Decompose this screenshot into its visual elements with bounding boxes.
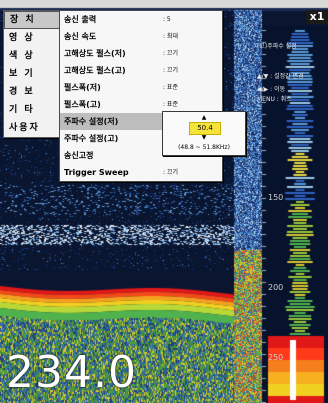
- submenu-value: : 최대: [163, 33, 178, 40]
- submenu-label: 펄스폭(저): [64, 83, 101, 92]
- submenu-value: : 끄기: [163, 169, 178, 176]
- range-multiplier-badge[interactable]: x1: [306, 10, 328, 24]
- submenu-row-pulse-width-low[interactable]: 펄스폭(저) : 표준: [60, 79, 222, 96]
- submenu-row-trigger-sweep[interactable]: Trigger Sweep : 끄기: [60, 164, 222, 181]
- menu-item-device[interactable]: 장 치: [4, 11, 60, 29]
- submenu-label: 송신 속도: [64, 32, 97, 41]
- submenu-row-tx-power[interactable]: 송신 출력 : 5: [60, 11, 222, 28]
- submenu-label: 주파수 설정(저): [64, 117, 119, 126]
- frequency-adjust-popup: ▲ 50.4 ▼ (48.8 ~ 51.8KHz): [162, 111, 246, 156]
- submenu-label: 송신 출력: [64, 15, 97, 24]
- submenu-row-hires-pulse-low[interactable]: 고해상도 펄스(저) : 끄기: [60, 45, 222, 62]
- submenu-row-hires-pulse-high[interactable]: 고해상도 펄스(고) : 끄기: [60, 62, 222, 79]
- submenu-label: 펄스폭(고): [64, 100, 101, 109]
- submenu-value: : 끄기: [163, 67, 178, 74]
- submenu-label: 주파수 설정(고): [64, 134, 119, 143]
- help-line-adjust: ▲/▼ : 설정값 변경: [257, 73, 304, 80]
- depth-readout: 234.0: [6, 347, 137, 398]
- main-menu: 장 치 영 상 색 상 보 기 경 보 기 타 사용자: [3, 10, 61, 138]
- frequency-value-field[interactable]: 50.4: [189, 122, 221, 135]
- submenu-value: : 끄기: [163, 50, 178, 57]
- frequency-range-hint: (48.8 ~ 51.8KHz): [178, 144, 230, 151]
- depth-tick-200: 200: [268, 283, 284, 292]
- submenu-label: 고해상도 펄스(고): [64, 66, 126, 75]
- menu-item-color[interactable]: 색 상: [9, 51, 35, 61]
- device-submenu: 송신 출력 : 5 송신 속도 : 최대 고해상도 펄스(저) : 끄기 고해상…: [59, 10, 223, 182]
- menu-item-image[interactable]: 영 상: [9, 33, 35, 43]
- depth-tick-150: 150: [268, 193, 284, 202]
- menu-item-other[interactable]: 기 타: [9, 105, 35, 115]
- submenu-row-freq-high[interactable]: 주파수 설정(고): [60, 130, 222, 147]
- menu-item-view[interactable]: 보 기: [9, 69, 35, 79]
- submenu-value: : 5: [163, 16, 171, 23]
- menu-item-user[interactable]: 사용자: [9, 123, 40, 133]
- submenu-row-tx-hold[interactable]: 송신고정: [60, 147, 222, 164]
- depth-tick-250: 250: [268, 353, 284, 362]
- submenu-value: : 표준: [163, 101, 178, 108]
- increase-arrow-icon[interactable]: ▲: [201, 114, 207, 121]
- help-line-move: ◀/▶ : 이동: [257, 86, 286, 93]
- help-line-cancel: MENU : 취소: [257, 96, 292, 103]
- submenu-row-pulse-width-high[interactable]: 펄스폭(고) : 표준: [60, 96, 222, 113]
- submenu-label: 송신고정: [64, 151, 94, 160]
- help-line-title: (고)주파수 설정: [257, 43, 297, 50]
- submenu-label: Trigger Sweep: [64, 168, 129, 177]
- submenu-label: 고해상도 펄스(저): [64, 49, 126, 58]
- menu-item-alarm[interactable]: 경 보: [9, 87, 35, 97]
- submenu-row-tx-rate[interactable]: 송신 속도 : 최대: [60, 28, 222, 45]
- decrease-arrow-icon[interactable]: ▼: [201, 134, 207, 141]
- submenu-value: : 표준: [163, 84, 178, 91]
